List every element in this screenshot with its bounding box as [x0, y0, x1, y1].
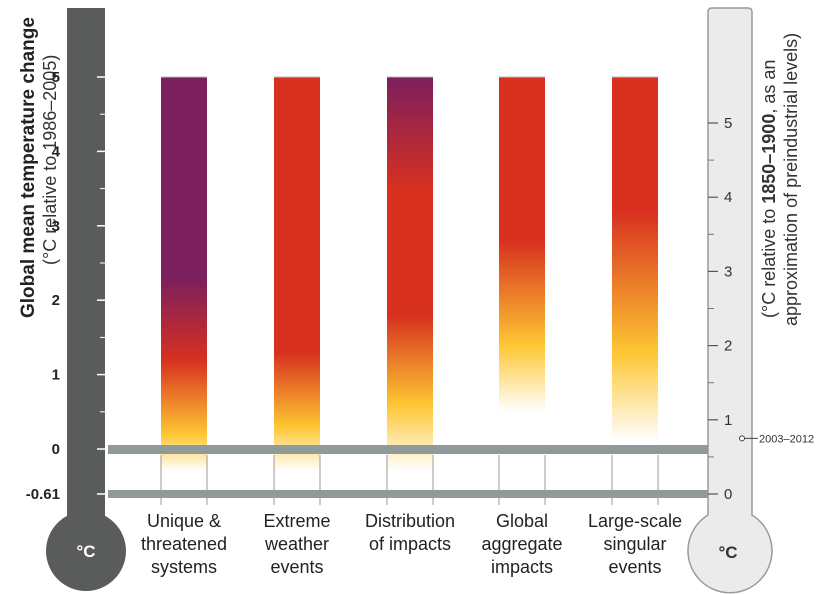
left-tick-label: 0 [52, 441, 60, 458]
left-tick-label: 3 [52, 218, 60, 235]
risk-bar [612, 77, 658, 472]
right-thermometer-outline [687, 7, 773, 594]
category-label-line: threatened [141, 534, 227, 554]
left-tick-label: 1 [52, 367, 60, 384]
reference-line-preindustrial [108, 490, 708, 498]
right-tick-label: 5 [724, 115, 732, 132]
risk-bar [161, 77, 207, 472]
category-label-line: events [608, 557, 661, 577]
right-thermometer-unit: °C [718, 543, 737, 562]
left-ticks: 5 4 3 2 1 0 -0.61 [26, 69, 105, 503]
left-tick-label: 5 [52, 69, 60, 86]
annotation-marker [739, 435, 745, 442]
risk-bar [274, 77, 320, 472]
category-label: Unique & threatened systems [141, 511, 227, 577]
left-thermometer-bulb [46, 511, 126, 591]
category-label-line: systems [151, 557, 217, 577]
y-axis-right-title-prefix: (°C relative to [759, 204, 779, 318]
bars [160, 76, 659, 505]
category-label: Extreme weather events [263, 511, 330, 577]
left-thermometer-stem [67, 8, 105, 518]
category-label-line: aggregate [481, 534, 562, 554]
y-axis-left-subtitle: (°C relative to 1986–2005) [40, 55, 60, 265]
category-label-line: Distribution [365, 511, 455, 531]
category-label: Large-scale singular events [588, 511, 682, 577]
left-tick-label: -0.61 [26, 486, 60, 503]
annotation-label: 2003–2012 [759, 433, 814, 445]
category-label: Distribution of impacts [365, 511, 455, 554]
y-axis-left-title: Global mean temperature change [18, 17, 39, 318]
category-label-line: impacts [491, 557, 553, 577]
right-thermometer: °C [687, 7, 773, 594]
risk-bar [499, 77, 545, 472]
right-tick-label: 0 [724, 486, 732, 503]
right-tick-label: 1 [724, 412, 732, 429]
annotation-group: 2003–2012 [739, 433, 814, 445]
category-label-line: Unique & [147, 511, 221, 531]
risk-bar [387, 77, 433, 472]
left-tick-label: 4 [52, 143, 61, 160]
right-tick-label: 3 [724, 263, 732, 280]
right-tick-label: 2 [724, 338, 732, 355]
right-ticks: 5 4 3 2 1 0 [708, 115, 732, 503]
right-tick-label: 4 [724, 189, 732, 206]
category-label-line: Large-scale [588, 511, 682, 531]
category-label-line: weather [264, 534, 329, 554]
y-axis-right-title: (°C relative to 1850–1900, as an [759, 60, 779, 318]
category-labels: Unique & threatened systems Extreme weather e… [141, 511, 682, 577]
reference-lines [108, 445, 708, 498]
left-tick-label: 2 [52, 292, 60, 309]
category-label-line: of impacts [369, 534, 451, 554]
left-thermometer-unit: °C [76, 542, 95, 561]
reference-line-zero [108, 445, 708, 454]
category-label-line: Global [496, 511, 548, 531]
category-label-line: Extreme [263, 511, 330, 531]
category-label-line: singular [603, 534, 666, 554]
y-axis-right-title-line2: approximation of preindustrial levels) [781, 33, 801, 326]
category-label: Global aggregate impacts [481, 511, 562, 577]
y-axis-right-title-suffix: , as an [759, 60, 779, 114]
category-label-line: events [270, 557, 323, 577]
left-thermometer: °C [46, 8, 126, 591]
y-axis-right-title-bold: 1850–1900 [759, 114, 779, 204]
